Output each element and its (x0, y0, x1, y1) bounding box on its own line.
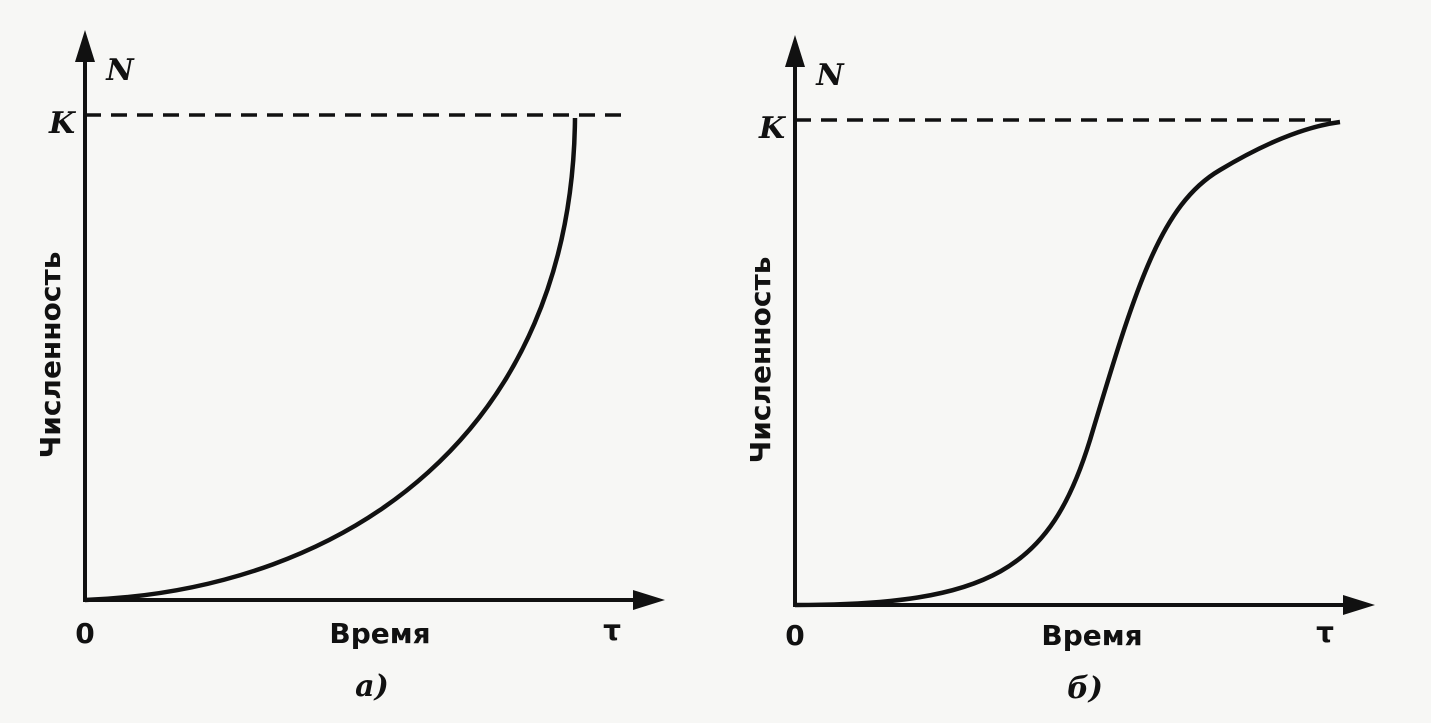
y-symbol: N (105, 53, 135, 88)
x-arrow (1343, 595, 1375, 615)
caption: а) (355, 669, 389, 704)
y-title: Численность (34, 252, 67, 459)
panel-b: N K Численность 0 Время τ б) (744, 35, 1375, 706)
capacity-label: K (758, 111, 787, 146)
x-arrow (633, 590, 665, 610)
panel-a: N K Численность 0 Время τ а) (34, 30, 665, 704)
x-symbol: τ (1316, 616, 1334, 649)
x-title: Время (1041, 619, 1142, 652)
y-symbol: N (815, 58, 845, 93)
y-arrow (785, 35, 805, 67)
caption: б) (1067, 671, 1103, 706)
x-title: Время (329, 617, 430, 650)
growth-curve (794, 119, 1341, 608)
y-arrow (75, 30, 95, 62)
origin-label: 0 (785, 619, 804, 652)
y-title: Численность (744, 257, 777, 464)
capacity-label: K (48, 106, 77, 141)
x-symbol: τ (603, 614, 621, 647)
origin-label: 0 (75, 617, 94, 650)
growth-curve (84, 117, 578, 603)
